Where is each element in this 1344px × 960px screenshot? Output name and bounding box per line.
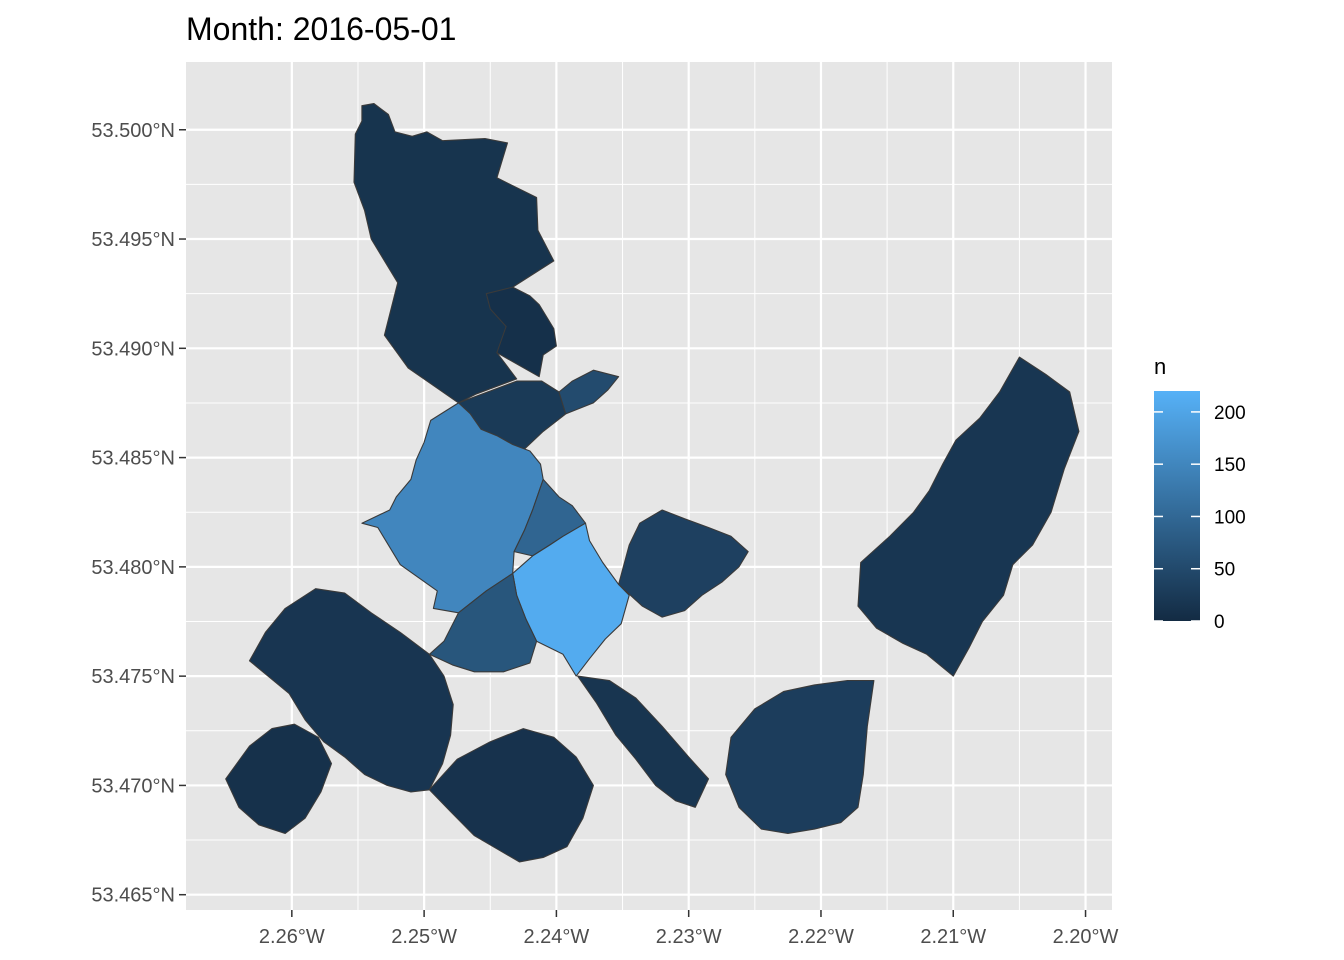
region-far-east (857, 356, 1080, 677)
region-far-west (225, 723, 333, 835)
y-tick-label: 53.495°N (91, 229, 175, 251)
legend-break-label: 0 (1214, 612, 1225, 633)
map-regions (225, 102, 1080, 863)
x-tick-label: 2.22°W (788, 926, 854, 948)
legend-break-label: 150 (1214, 455, 1246, 476)
x-tick-label: 2.26°W (259, 926, 325, 948)
y-tick-label: 53.480°N (91, 557, 175, 579)
region-south-center (577, 675, 710, 808)
x-tick-label: 2.23°W (656, 926, 722, 948)
region-east-mid (618, 509, 749, 618)
legend-break-label: 100 (1214, 507, 1246, 528)
region-upper-center-right (558, 369, 620, 415)
y-tick-label: 53.490°N (91, 338, 175, 360)
legend-break-label: 200 (1214, 403, 1246, 424)
region-south-bottom (428, 728, 594, 863)
x-tick-label: 2.20°W (1053, 926, 1119, 948)
x-axis: 2.26°W 2.25°W 2.24°W 2.23°W 2.22°W 2.21°W 2.20… (259, 910, 1119, 948)
legend-colorbar (1154, 391, 1200, 621)
y-tick-label: 53.485°N (91, 448, 175, 470)
region-southeast (725, 679, 875, 835)
y-tick-label: 53.475°N (91, 666, 175, 688)
y-tick-label: 53.470°N (91, 775, 175, 797)
plot-title: Month: 2016-05-01 (186, 11, 456, 47)
x-tick-label: 2.25°W (391, 926, 457, 948)
y-tick-label: 53.465°N (91, 885, 175, 907)
x-tick-label: 2.21°W (920, 926, 986, 948)
legend-break-label: 50 (1214, 560, 1235, 581)
legend: n 0 50 100 150 200 (1154, 354, 1246, 633)
legend-ticks: 0 50 100 150 200 (1154, 403, 1246, 633)
x-tick-label: 2.24°W (523, 926, 589, 948)
y-axis: 53.465°N 53.470°N 53.475°N 53.480°N 53.485°N… (91, 120, 186, 907)
region-north-small (485, 286, 557, 378)
region-southwest (248, 588, 454, 793)
legend-title: n (1154, 354, 1166, 379)
y-tick-label: 53.500°N (91, 120, 175, 142)
